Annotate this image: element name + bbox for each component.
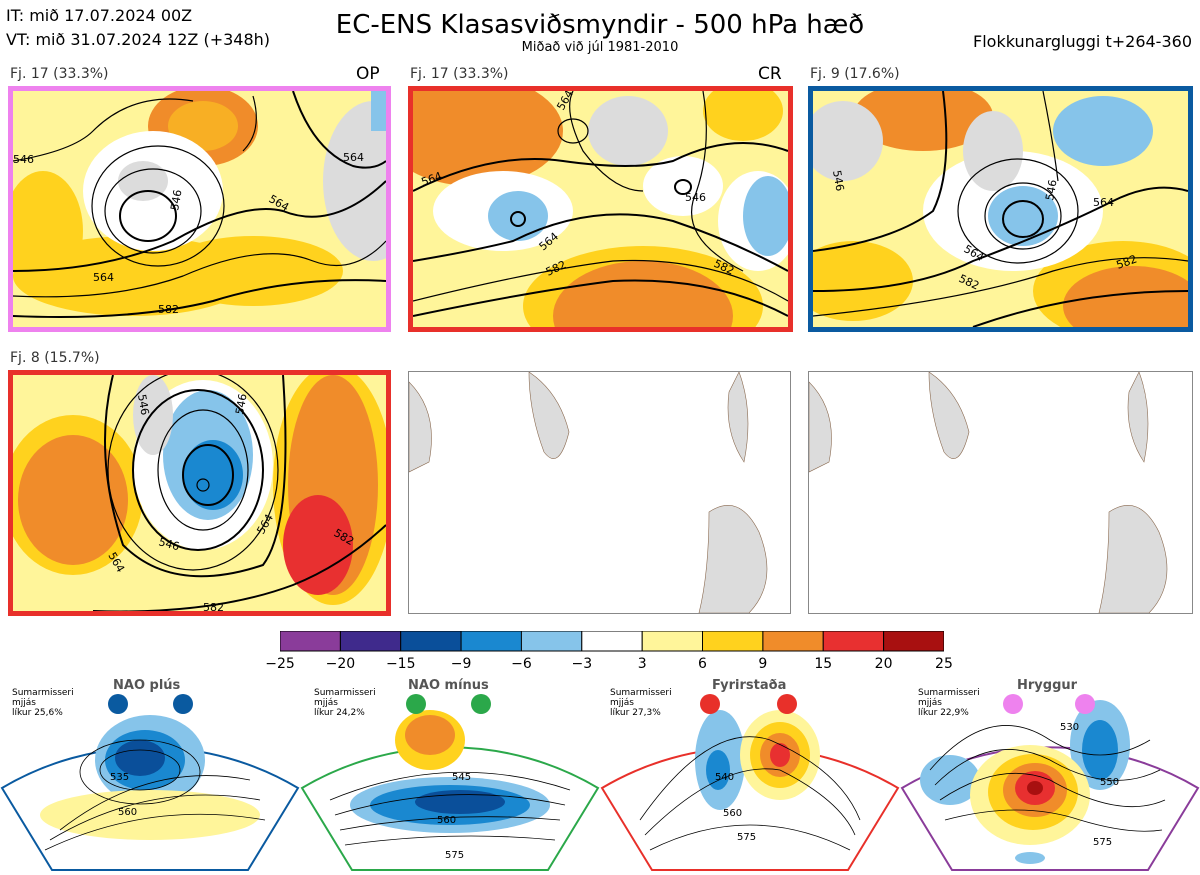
cluster-3-label: Fj. 9 (17.6%)	[810, 66, 900, 82]
colorbar-tick-label: 15	[814, 656, 833, 672]
regime-dot	[777, 694, 797, 714]
colorbar-swatch	[339, 630, 402, 652]
colorbar-tick-label: 3	[637, 656, 647, 672]
contour-label: 546	[135, 393, 151, 416]
colorbar-swatch	[702, 630, 764, 652]
regime-blocking: 540 560 575 Fyrirstaða Sumarmisseri mjjás…	[600, 678, 900, 871]
cluster-2-label: Fj. 17 (33.3%)	[410, 66, 509, 82]
clustering-window: Flokkunargluggi t+264-360	[973, 32, 1192, 51]
colorbar-swatch	[279, 630, 341, 652]
colorbar-tick-label: −9	[450, 656, 472, 672]
regime-nao-plus: 535 560 NAO plús Sumarmisseri mjjás líkur …	[0, 678, 300, 871]
colorbar-swatch	[400, 630, 462, 652]
regime-contour: 535	[110, 772, 129, 783]
regime-dot	[700, 694, 720, 714]
regime-contour: 560	[723, 808, 742, 819]
empty-map-5	[408, 371, 791, 614]
vt-line: VT: mið 31.07.2024 12Z (+348h)	[6, 30, 271, 49]
contour-label: 582	[158, 303, 179, 316]
colorbar-tick-label: −3	[571, 656, 593, 672]
cluster-map-1: 546 564 582 564 546 564	[8, 86, 391, 332]
colorbar-swatch	[883, 630, 945, 652]
regime-note: Sumarmisseri mjjás líkur 22,9%	[918, 688, 980, 718]
regime-title: Fyrirstaða	[712, 678, 787, 693]
regime-note: Sumarmisseri mjjás líkur 25,6%	[12, 688, 74, 718]
regime-contour: 575	[1093, 837, 1112, 848]
regime-note: Sumarmisseri mjjás líkur 24,2%	[314, 688, 376, 718]
regime-title: NAO plús	[113, 678, 181, 693]
contour-label: 546	[13, 153, 34, 166]
page-title: EC-ENS Klasasviðsmyndir - 500 hPa hæð	[335, 10, 865, 40]
regime-nao-minus: 545 560 575 NAO mínus Sumarmisseri mjjás l…	[300, 678, 600, 871]
colorbar-swatch	[822, 630, 885, 652]
regime-contour: 540	[715, 772, 734, 783]
cluster-map-4: 546 546 564 546 564 582 582	[8, 370, 391, 616]
regime-contour: 575	[737, 832, 756, 843]
colorbar-tick-label: −25	[265, 656, 295, 672]
contour-label: 564	[1093, 196, 1114, 209]
cluster-2-tag: CR	[758, 64, 782, 84]
contour-label: 546	[157, 535, 181, 553]
colorbar-tick-label: 20	[874, 656, 893, 672]
contour-label: 564	[343, 151, 364, 164]
contour-label: 546	[830, 169, 846, 192]
colorbar-tick-label: 9	[758, 656, 768, 672]
contour-label: 546	[233, 393, 249, 416]
regime-contour: 550	[1100, 777, 1119, 788]
contour-label: 582	[203, 601, 224, 611]
regime-dot	[406, 694, 426, 714]
regime-contour: 575	[445, 850, 464, 861]
regime-dot	[108, 694, 128, 714]
regime-dot	[1075, 694, 1095, 714]
contour-label: 546	[685, 191, 706, 204]
colorbar-swatch	[641, 630, 704, 652]
regime-dot	[1003, 694, 1023, 714]
contour-label: 546	[1043, 179, 1059, 202]
colorbar-tick-label: −15	[385, 656, 416, 672]
page-subtitle: Miðað við júl 1981-2010	[521, 40, 679, 55]
cluster-1-tag: OP	[356, 64, 380, 84]
cluster-map-2: 564 564 546 582 582 564	[408, 86, 793, 332]
contour-label: 546	[168, 189, 184, 212]
empty-map-6	[808, 371, 1193, 614]
colorbar-swatch	[460, 630, 523, 652]
it-line: IT: mið 17.07.2024 00Z	[6, 6, 193, 25]
colorbar-swatch	[520, 630, 583, 652]
regime-dot	[173, 694, 193, 714]
cluster-1-label: Fj. 17 (33.3%)	[10, 66, 109, 82]
regime-dot	[471, 694, 491, 714]
cluster-4-label: Fj. 8 (15.7%)	[10, 350, 100, 366]
regime-ridge: 530 550 575 Hryggur Sumarmisseri mjjás lík…	[900, 678, 1200, 871]
contour-label: 564	[93, 271, 114, 284]
colorbar-swatch	[762, 630, 824, 652]
colorbar-tick-label: 25	[935, 656, 953, 672]
regime-contour: 560	[437, 815, 456, 826]
regime-note: Sumarmisseri mjjás líkur 27,3%	[610, 688, 672, 718]
colorbar-tick-label: −20	[325, 656, 356, 672]
colorbar-tick-label: −6	[511, 656, 532, 672]
regime-contour: 545	[452, 772, 471, 783]
colorbar	[279, 630, 945, 657]
cluster-map-3: 546 546 564 564 582 582	[808, 86, 1193, 332]
regime-contour: 560	[118, 807, 137, 818]
regime-contour: 530	[1060, 722, 1079, 733]
colorbar-swatch	[581, 630, 643, 652]
regime-title: Hryggur	[1017, 678, 1078, 693]
regime-title: NAO mínus	[408, 678, 489, 693]
colorbar-tick-label: 6	[698, 656, 707, 672]
